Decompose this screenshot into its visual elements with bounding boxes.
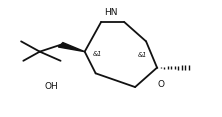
Text: &1: &1 — [92, 51, 102, 57]
Text: HN: HN — [104, 8, 118, 17]
Text: O: O — [157, 80, 165, 89]
Polygon shape — [58, 43, 85, 52]
Text: &1: &1 — [137, 52, 147, 58]
Text: OH: OH — [45, 82, 59, 91]
